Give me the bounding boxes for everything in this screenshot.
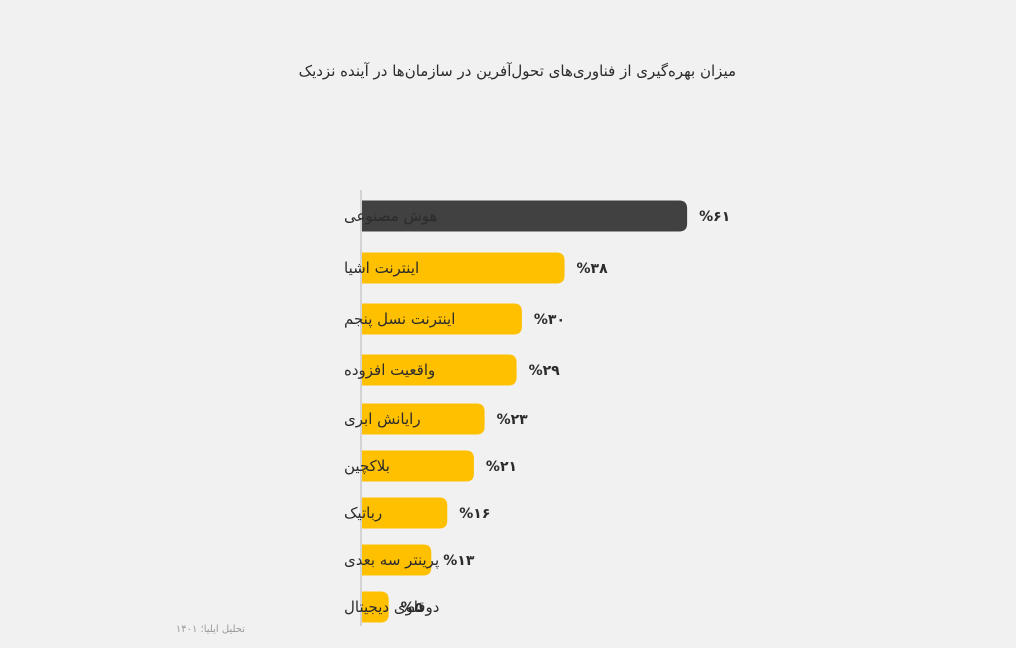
category-label: هوش مصنوعی xyxy=(344,207,438,225)
value-label: %۲۱ xyxy=(486,459,517,475)
bar xyxy=(362,200,688,232)
value-label: %۱۳ xyxy=(443,553,475,569)
source-note: تحلیل ایلیا؛ ۱۴۰۱ xyxy=(175,624,245,635)
bar xyxy=(362,450,474,482)
value-label: %۳۸ xyxy=(577,261,609,277)
category-label: رایانش ابری xyxy=(344,410,421,428)
chart-title: میزان بهره‌گیری از فناوری‌های تحول‌آفرین… xyxy=(298,62,736,80)
category-label: اینترنت نسل پنجم xyxy=(344,310,455,329)
bar xyxy=(362,252,565,284)
bar xyxy=(362,544,432,576)
value-label: %۳۰ xyxy=(534,312,565,328)
value-label: %۲۳ xyxy=(497,412,529,428)
value-label: %۱۶ xyxy=(459,506,490,522)
bar xyxy=(362,403,485,435)
category-label: اینترنت اشیا xyxy=(344,259,419,277)
value-label: %۵ xyxy=(401,600,424,616)
bar xyxy=(362,354,517,386)
value-label: %۲۹ xyxy=(529,363,561,379)
category-label: پرینتر سه بعدی xyxy=(344,551,439,570)
bar xyxy=(362,303,522,335)
bar xyxy=(362,497,448,529)
category-label: دوقلوی دیجیتال xyxy=(344,598,439,616)
category-label: رباتیک xyxy=(344,504,382,522)
category-label: واقعیت افزوده xyxy=(344,361,435,379)
value-label: %۶۱ xyxy=(699,209,730,225)
category-label: بلاکچین xyxy=(344,457,390,475)
bar xyxy=(362,591,389,623)
